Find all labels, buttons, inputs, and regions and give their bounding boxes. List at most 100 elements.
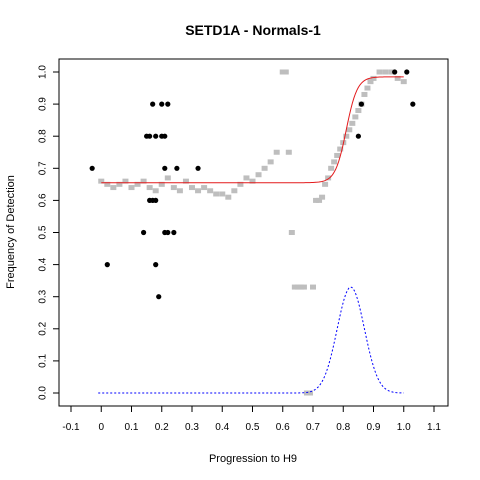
smoothed-point	[243, 175, 250, 181]
observed-point	[355, 133, 361, 139]
density-curve	[98, 286, 404, 394]
x-tick-label: 0.9	[367, 422, 381, 433]
smoothed-point	[328, 165, 335, 171]
smoothed-point	[316, 197, 323, 203]
y-tick-label: 0.6	[38, 193, 49, 207]
smoothed-point	[376, 69, 383, 75]
fit-curve	[101, 76, 404, 184]
x-tick-label: 0.3	[185, 422, 199, 433]
smoothed-point	[116, 181, 123, 187]
smoothed-point	[370, 75, 377, 81]
observed-point	[392, 69, 398, 75]
x-tick-label: 0.1	[125, 422, 139, 433]
smoothed-point	[158, 181, 165, 187]
smoothed-point	[140, 178, 147, 184]
smoothed-point	[219, 191, 226, 197]
observed-point	[165, 229, 171, 236]
smoothed-point	[306, 390, 313, 396]
smoothed-point	[189, 185, 195, 191]
y-tick-label: 1.0	[38, 65, 49, 79]
observed-point	[404, 69, 410, 75]
x-tick-label: 0.5	[246, 422, 260, 433]
observed-point	[150, 101, 156, 107]
observed-point	[165, 101, 171, 107]
chart-title: SETD1A - Normals-1	[185, 22, 321, 38]
smoothed-point	[294, 284, 301, 290]
y-tick-label: 0.8	[38, 129, 49, 143]
smoothed-point	[382, 69, 389, 75]
smoothed-point	[164, 175, 171, 181]
smoothed-point	[313, 197, 320, 203]
observed-point	[195, 165, 201, 171]
smoothed-point	[128, 185, 135, 191]
smoothed-point	[285, 149, 292, 155]
smoothed-point	[310, 284, 316, 290]
observed-point	[89, 165, 95, 171]
smoothed-point	[352, 114, 359, 120]
y-tick-label: 0.9	[38, 97, 49, 111]
observed-point	[156, 294, 162, 300]
smoothed-point	[267, 159, 274, 165]
observed-point	[153, 262, 159, 268]
smoothed-point	[367, 79, 374, 85]
x-tick-label: 0.8	[336, 422, 350, 433]
smoothed-point	[388, 69, 395, 75]
smoothed-point	[98, 178, 105, 184]
y-tick-label: 0.1	[38, 354, 49, 368]
observed-point	[141, 229, 147, 236]
smoothed-point	[361, 91, 368, 97]
observed-point	[358, 101, 364, 107]
smoothed-point	[297, 284, 304, 290]
x-tick-label: -0.1	[62, 422, 80, 433]
smoothed-point	[134, 181, 141, 187]
observed-point	[174, 165, 180, 171]
x-tick-label: 0.2	[155, 422, 169, 433]
y-axis: 0.0 0.1 0.2 0.3 0.4 0.5 0.6 0.7 0.8 0.9 1.0	[38, 65, 60, 400]
observed-point	[153, 197, 159, 203]
smoothed-point	[122, 178, 129, 184]
smoothed-point	[225, 194, 232, 200]
smoothed-point	[337, 146, 344, 152]
smoothed-point	[201, 185, 208, 191]
smoothed-point	[291, 284, 298, 290]
y-tick-label: 0.2	[38, 321, 49, 335]
smoothed-point	[300, 284, 307, 290]
observed-point	[162, 165, 168, 171]
x-tick-label: 1.0	[397, 422, 411, 433]
smoothed-point	[261, 165, 268, 171]
smoothed-point	[303, 390, 310, 396]
smoothed-point	[319, 194, 326, 200]
y-tick-label: 0.3	[38, 289, 49, 303]
observed-point	[162, 133, 168, 139]
smoothed-point	[273, 149, 280, 155]
y-tick-label: 0.5	[38, 225, 49, 239]
observed-point	[171, 229, 177, 236]
smoothed-point	[279, 69, 286, 75]
smoothed-point	[182, 178, 189, 184]
observed-point	[147, 133, 153, 139]
smoothed-point	[364, 85, 371, 91]
smoothed-point	[237, 181, 244, 187]
x-tick-label: 0.6	[276, 422, 290, 433]
smoothed-point	[282, 69, 289, 75]
observed-point	[410, 101, 416, 107]
smoothed-point	[255, 172, 262, 178]
y-tick-label: 0.0	[38, 386, 49, 400]
smoothed-point	[331, 159, 338, 165]
observed-point	[159, 101, 165, 107]
smoothed-point	[146, 185, 153, 191]
smoothed-point	[394, 75, 401, 81]
y-tick-label: 0.7	[38, 161, 49, 175]
x-tick-label: 1.1	[427, 422, 441, 433]
smoothed-point	[322, 181, 329, 187]
smoothed-point	[343, 133, 350, 139]
smoothed-point	[170, 185, 177, 191]
smoothed-point	[176, 188, 183, 194]
smoothed-point	[349, 120, 356, 126]
x-axis-label: Progression to H9	[209, 453, 297, 465]
smoothed-point	[334, 152, 341, 158]
smoothed-point	[288, 230, 295, 235]
smoothed-point	[325, 175, 332, 181]
